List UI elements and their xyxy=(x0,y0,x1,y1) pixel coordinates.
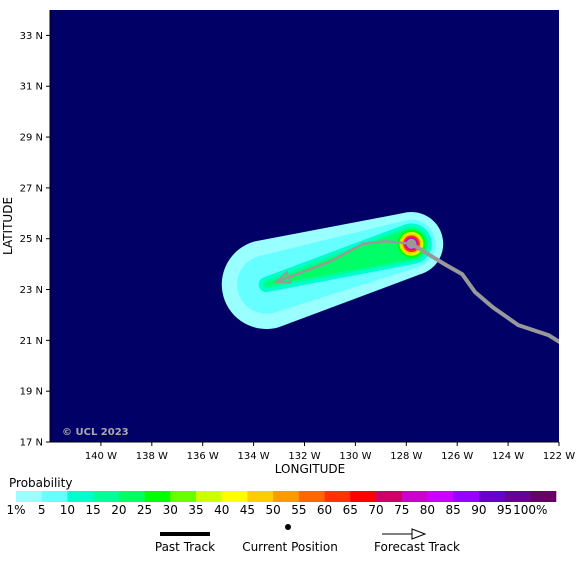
legend-title: Probability xyxy=(9,476,72,490)
legend-swatch-95 xyxy=(504,491,531,502)
legend-swatch-50 xyxy=(273,491,300,502)
legend-swatch-75 xyxy=(401,491,428,502)
x-tick-label: 122 W xyxy=(543,451,575,462)
legend-label: 30 xyxy=(163,503,178,517)
x-tick-label: 136 W xyxy=(187,451,219,462)
x-tick-label: 134 W xyxy=(238,451,270,462)
track-layer xyxy=(274,238,559,344)
legend-swatch-40 xyxy=(221,491,248,502)
x-tick-label: 126 W xyxy=(441,451,473,462)
x-tick-label: 132 W xyxy=(288,451,320,462)
probability-color-labels: 1% 5 10 15 20 25 30 35 40 45 50 55 60 65 70 75 80 85 90 95 1… xyxy=(6,503,547,517)
legend-label: 90 xyxy=(471,503,486,517)
legend-label: 40 xyxy=(214,503,229,517)
legend-swatch-45 xyxy=(247,491,274,502)
legend-label: 1% xyxy=(6,503,25,517)
forecast-track-label: Forecast Track xyxy=(374,540,460,554)
legend-label: 10 xyxy=(60,503,75,517)
x-tick-label: 130 W xyxy=(339,451,371,462)
y-tick-label: 21 N xyxy=(20,336,43,347)
forecast-arrowhead xyxy=(274,270,293,284)
legend-label: 5 xyxy=(38,503,46,517)
legend-label: 45 xyxy=(240,503,255,517)
legend-label: 70 xyxy=(368,503,383,517)
legend-swatch-80 xyxy=(427,491,454,502)
past-track-line xyxy=(410,242,559,344)
past-track-label: Past Track xyxy=(155,540,215,554)
legend-label: 25 xyxy=(137,503,152,517)
current-position-symbol xyxy=(285,524,291,530)
current-position-label: Current Position xyxy=(242,540,338,554)
legend-swatch-20 xyxy=(118,491,145,502)
legend-swatch-65 xyxy=(350,491,377,502)
y-tick-label: 23 N xyxy=(20,285,43,296)
y-axis-title: LATITUDE xyxy=(1,197,15,255)
x-axis-title: LONGITUDE xyxy=(275,462,345,476)
legend-swatch-85 xyxy=(453,491,480,502)
legend-label: 20 xyxy=(111,503,126,517)
legend-swatch-90 xyxy=(478,491,505,502)
y-tick-label: 17 N xyxy=(20,438,43,449)
y-tick-label: 31 N xyxy=(20,82,43,93)
legend-label: 15 xyxy=(86,503,101,517)
current-position-marker xyxy=(406,238,417,249)
legend-swatch-5 xyxy=(41,491,68,502)
y-tick-label: 19 N xyxy=(20,387,43,398)
legend-label: 60 xyxy=(317,503,332,517)
legend-label: 65 xyxy=(343,503,358,517)
legend-swatch-35 xyxy=(196,491,223,502)
legend-swatch-55 xyxy=(298,491,325,502)
legend-label: 95 xyxy=(497,503,512,517)
legend-swatch-30 xyxy=(170,491,197,502)
legend-label: 85 xyxy=(446,503,461,517)
legend-label: 80 xyxy=(420,503,435,517)
legend-label: 50 xyxy=(266,503,281,517)
legend-label: 100% xyxy=(513,503,547,517)
legend-swatch-25 xyxy=(144,491,171,502)
credit-label: © UCL 2023 xyxy=(62,427,129,438)
probability-color-bar xyxy=(16,491,557,502)
axes: 140 W 138 W 136 W 134 W 132 W 130 W 128 W 126 W… xyxy=(20,10,575,462)
forecast-track-symbol-arrowhead xyxy=(411,528,427,540)
legend-swatch-1 xyxy=(16,491,43,502)
forecast-track-line xyxy=(276,239,412,284)
legend-label: 35 xyxy=(188,503,203,517)
y-tick-label: 33 N xyxy=(20,31,43,42)
y-tick-label: 29 N xyxy=(20,133,43,144)
legend-label: 55 xyxy=(291,503,306,517)
legend-swatch-10 xyxy=(67,491,94,502)
y-tick-label: 27 N xyxy=(20,183,43,194)
x-tick-label: 140 W xyxy=(85,451,117,462)
legend-swatch-60 xyxy=(324,491,351,502)
x-tick-label: 124 W xyxy=(492,451,524,462)
map-background xyxy=(50,10,559,442)
legend-swatch-15 xyxy=(93,491,120,502)
legend-swatch-70 xyxy=(376,491,403,502)
legend-swatch-100 xyxy=(530,491,557,502)
y-tick-label: 25 N xyxy=(20,234,43,245)
legend-label: 75 xyxy=(394,503,409,517)
x-tick-label: 128 W xyxy=(390,451,422,462)
x-tick-label: 138 W xyxy=(136,451,168,462)
